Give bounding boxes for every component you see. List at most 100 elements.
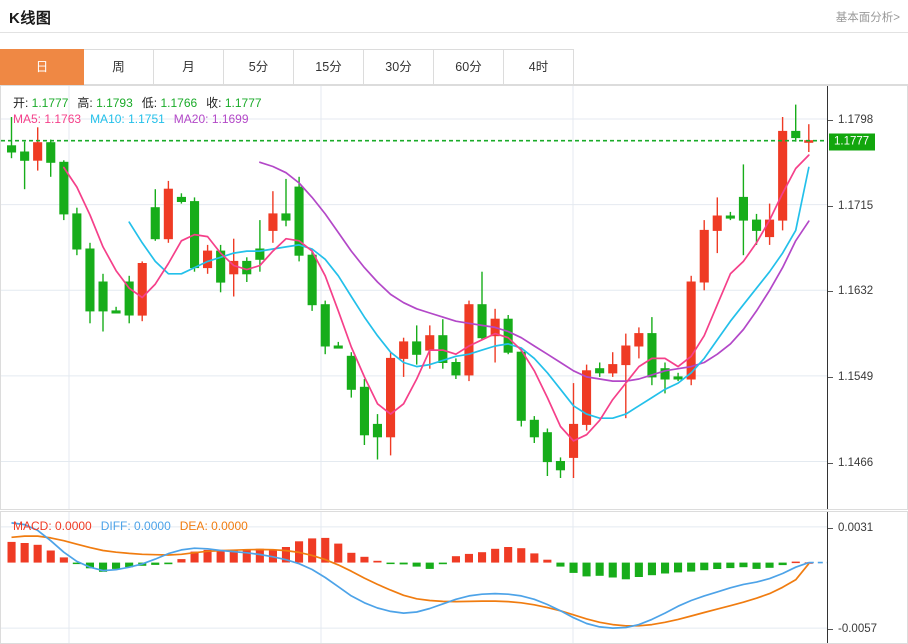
macd-histogram-bar — [647, 562, 656, 576]
candle — [176, 193, 186, 204]
candle-body — [752, 219, 762, 231]
candle-body — [529, 419, 539, 438]
tab-tf4[interactable]: 15分 — [294, 49, 364, 85]
ma5-line — [62, 154, 810, 442]
macd-histogram-bar — [33, 544, 42, 563]
macd-histogram-bar — [478, 552, 487, 563]
candle — [778, 117, 788, 231]
macd-histogram-bar — [281, 547, 290, 563]
candle-body — [608, 364, 618, 374]
macd-histogram-bar — [399, 562, 408, 565]
price-axis-label: 1.1798 — [838, 114, 874, 126]
candle-body — [111, 310, 121, 314]
current-price-badge: 1.1777 — [829, 133, 876, 151]
candle — [752, 213, 762, 245]
page-title: K线图 — [9, 10, 52, 27]
candle-body — [59, 161, 69, 215]
macd-chart-panel: MACD: 0.0000 DIFF: 0.0000 DEA: 0.0000 0.00… — [0, 511, 908, 644]
macd-histogram-bar — [425, 562, 434, 569]
axis-tick — [828, 120, 833, 121]
candle-body — [124, 281, 134, 316]
candle-body — [33, 142, 43, 161]
macd-histogram-bar — [569, 562, 578, 573]
price-chart-panel: 开: 1.1777 高: 1.1793 低: 1.1766 收: 1.1777 MA5… — [0, 85, 908, 510]
candle — [608, 352, 618, 377]
candle-body — [399, 341, 409, 359]
macd-histogram-bar — [190, 551, 199, 563]
macd-histogram-bar — [739, 562, 748, 568]
candle-body — [660, 368, 670, 380]
candle-body — [725, 215, 735, 219]
candle-body — [216, 250, 226, 283]
candle — [150, 189, 160, 241]
candle — [72, 207, 82, 256]
macd-axis-label: -0.0057 — [838, 623, 878, 636]
candle-body — [555, 461, 566, 471]
tab-week[interactable]: 周 — [84, 49, 154, 85]
candle — [333, 341, 343, 349]
candle-body — [647, 333, 657, 378]
axis-tick — [828, 291, 833, 293]
macd-histogram-bar — [321, 537, 330, 563]
candle — [412, 325, 422, 365]
tab-day[interactable]: 日 — [0, 49, 84, 85]
candle-body — [438, 335, 448, 363]
candle-body — [621, 345, 631, 366]
dea-line — [11, 535, 810, 627]
candle-body — [582, 370, 592, 425]
candle — [425, 325, 435, 369]
candle-body — [281, 213, 291, 221]
tab-tf6[interactable]: 60分 — [434, 49, 504, 85]
candle-body — [464, 304, 474, 376]
candle — [372, 414, 382, 460]
axis-tick — [828, 462, 833, 464]
candle-body — [150, 207, 160, 240]
candle — [20, 141, 30, 190]
tab-month[interactable]: 月 — [154, 49, 224, 85]
candle-body — [163, 188, 173, 240]
candle-body — [255, 248, 265, 260]
candle — [516, 348, 526, 427]
macd-histogram-bar — [59, 557, 68, 563]
macd-histogram-bar — [634, 562, 643, 577]
macd-histogram-bar — [112, 562, 121, 569]
fundamental-analysis-link[interactable]: 基本面分析> — [835, 12, 900, 24]
macd-histogram-bar — [164, 562, 173, 565]
candle — [229, 238, 239, 297]
candle — [712, 197, 722, 254]
macd-histogram-bar — [556, 562, 565, 567]
candle-body — [634, 333, 644, 347]
candle-body — [346, 355, 356, 390]
candle-body — [699, 229, 709, 283]
candle — [294, 176, 304, 262]
macd-histogram-bar — [726, 562, 735, 569]
axis-tick — [828, 527, 833, 529]
candle-body — [359, 386, 369, 436]
price-plot-area[interactable] — [1, 86, 827, 509]
macd-svg — [1, 512, 827, 643]
macd-histogram-bar — [700, 562, 709, 571]
price-axis-label: 1.1632 — [838, 285, 874, 298]
macd-histogram-bar — [713, 562, 722, 569]
macd-histogram-bar — [765, 562, 774, 568]
macd-histogram-bar — [687, 562, 696, 572]
macd-histogram-bar — [7, 541, 16, 563]
tab-tf5[interactable]: 30分 — [364, 49, 434, 85]
candle-body — [738, 196, 749, 221]
candle — [477, 271, 487, 340]
macd-histogram-bar — [451, 556, 460, 563]
candle — [203, 244, 213, 274]
diff-line — [11, 522, 810, 629]
candle-body — [791, 130, 801, 139]
candlestick-svg — [1, 86, 827, 509]
candle-body — [412, 341, 422, 355]
candle — [725, 211, 735, 221]
candle-body — [85, 248, 95, 312]
macd-plot-area[interactable] — [1, 512, 827, 643]
candle — [307, 251, 317, 311]
tab-tf3[interactable]: 5分 — [224, 49, 294, 85]
macd-histogram-bar — [125, 562, 134, 568]
candle — [46, 139, 56, 177]
tab-tf7[interactable]: 4时 — [504, 49, 574, 85]
tab-label: 周 — [112, 60, 125, 74]
